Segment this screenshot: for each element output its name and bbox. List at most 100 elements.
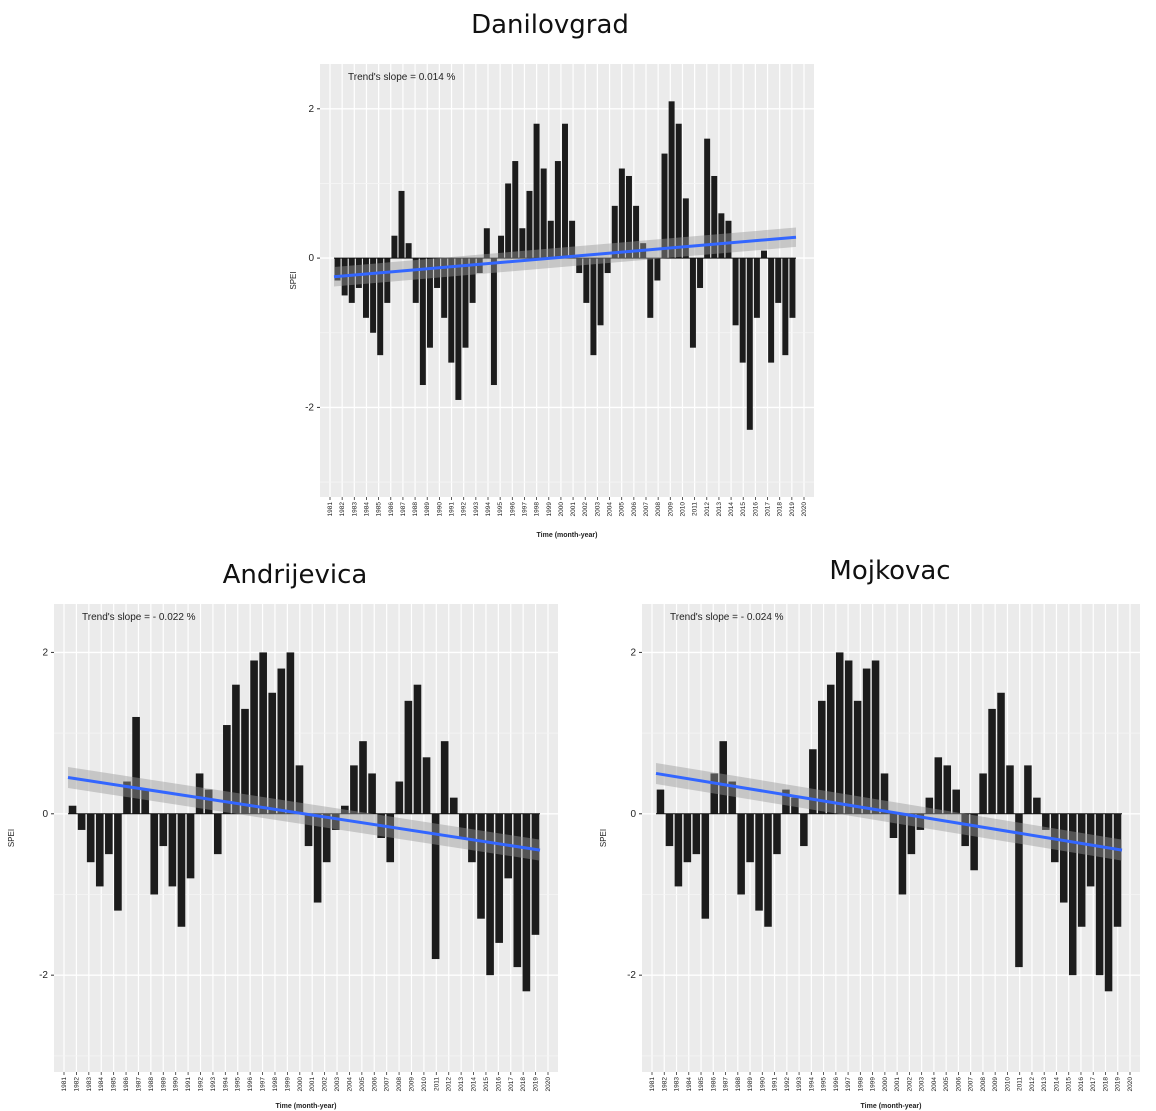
bar [186, 813, 195, 879]
bar [384, 258, 391, 303]
bar [412, 258, 419, 303]
bar [377, 258, 384, 356]
x-tick-label: 1987 [400, 502, 407, 517]
bar [86, 813, 95, 863]
bar [526, 190, 533, 259]
x-tick-label: 1997 [845, 1077, 852, 1092]
x-tick-label: 2002 [322, 1077, 329, 1092]
bar [304, 813, 313, 847]
bar [764, 813, 772, 927]
x-tick-label: 2006 [955, 1077, 962, 1092]
bar [1077, 813, 1086, 927]
y-tick-label: 0 [308, 253, 314, 264]
x-tick-label: 1991 [772, 1077, 779, 1092]
bar [362, 258, 369, 318]
bar [625, 175, 632, 259]
bar [697, 258, 704, 288]
bar [789, 258, 796, 318]
x-tick-label: 2006 [631, 502, 638, 517]
bar [232, 684, 240, 814]
bar [907, 813, 916, 855]
bar [1015, 813, 1023, 968]
bar [576, 258, 583, 274]
bar [818, 700, 826, 814]
bar [732, 258, 739, 326]
bar [350, 765, 358, 814]
bar [979, 773, 987, 814]
bar [898, 813, 907, 895]
bar [490, 258, 497, 386]
x-tick-label: 1983 [351, 502, 358, 517]
bar [533, 123, 540, 259]
bar [462, 258, 469, 348]
chart-title: Andrijevica [222, 560, 368, 590]
bar [718, 213, 725, 259]
x-tick-label: 2001 [309, 1077, 316, 1092]
x-tick-label: 1983 [86, 1077, 93, 1092]
x-tick-label: 1998 [534, 502, 541, 517]
bar [656, 789, 665, 814]
bar [704, 138, 711, 259]
x-tick-label: 1987 [723, 1077, 730, 1092]
bar [583, 258, 590, 303]
x-tick-label: 2014 [1053, 1077, 1060, 1092]
bar [597, 258, 604, 326]
x-axis-label: Time (month-year) [276, 1103, 337, 1110]
bar [1113, 813, 1122, 927]
x-tick-label: 2015 [1066, 1077, 1073, 1092]
x-tick-label: 1984 [686, 1077, 693, 1092]
x-tick-label: 2000 [297, 1077, 304, 1092]
bar [391, 235, 398, 259]
bar [434, 258, 441, 288]
bar [331, 813, 340, 830]
bar [95, 813, 104, 887]
bar [395, 781, 404, 814]
x-tick-label: 2016 [752, 502, 759, 517]
x-tick-label: 1992 [461, 502, 468, 517]
bar [675, 123, 682, 259]
bar [513, 813, 522, 968]
y-tick-label: 2 [630, 647, 636, 658]
bar [934, 757, 943, 814]
bar [746, 258, 753, 430]
x-tick-label: 1993 [473, 502, 480, 517]
bar [512, 161, 519, 259]
bar [123, 781, 131, 814]
bar [413, 684, 422, 814]
bar [531, 813, 540, 935]
x-tick-label: 1994 [485, 502, 492, 517]
bar [159, 813, 168, 847]
x-tick-label: 1988 [735, 1077, 742, 1092]
bar [477, 813, 485, 919]
x-tick-label: 2004 [931, 1077, 938, 1092]
bar [286, 652, 295, 814]
x-tick-label: 2011 [692, 502, 699, 516]
bar [483, 228, 490, 259]
x-tick-label: 1986 [123, 1077, 130, 1092]
bar [341, 805, 349, 814]
bar [862, 668, 871, 814]
bar [710, 773, 719, 814]
bar [359, 741, 367, 814]
trend-annotation: Trend's slope = - 0.024 % [670, 612, 784, 623]
bar [441, 258, 448, 318]
x-tick-label: 2002 [906, 1077, 913, 1092]
x-tick-label: 2011 [1017, 1077, 1024, 1091]
bar [505, 183, 512, 259]
y-tick-label: 0 [630, 809, 636, 820]
x-tick-label: 2008 [655, 502, 662, 517]
x-tick-label: 2007 [384, 1077, 391, 1092]
bar [431, 813, 440, 960]
x-tick-label: 2014 [728, 502, 735, 517]
x-tick-label: 1990 [436, 502, 443, 517]
bar [835, 652, 844, 814]
x-tick-label: 2011 [433, 1077, 440, 1091]
bar [448, 258, 455, 363]
y-tick-label: -2 [627, 970, 636, 981]
bar [925, 797, 934, 814]
bar [692, 813, 701, 855]
bar [195, 773, 204, 814]
bar [554, 161, 561, 259]
x-tick-label: 1998 [857, 1077, 864, 1092]
x-tick-label: 2017 [1090, 1077, 1097, 1092]
